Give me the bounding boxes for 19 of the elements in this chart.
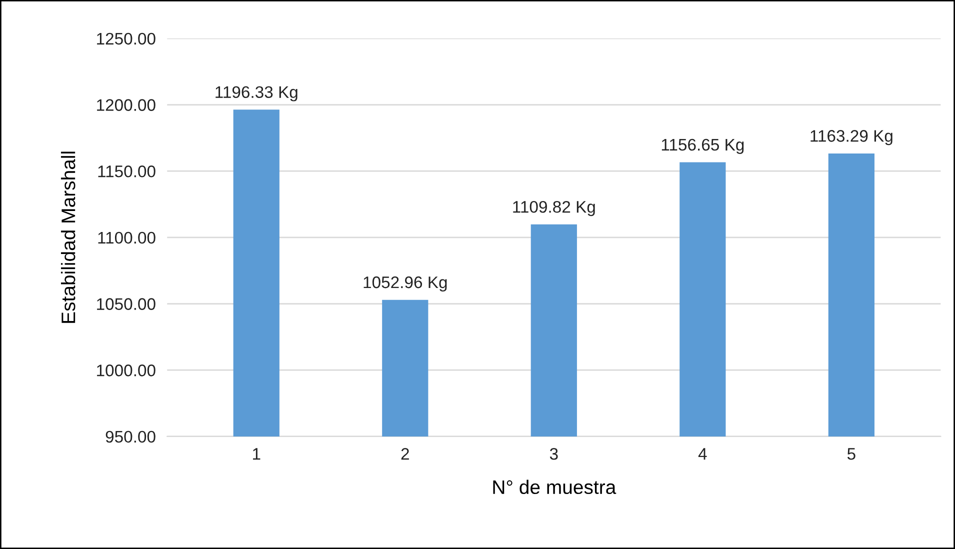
y-tick-label: 1150.00 xyxy=(98,166,156,178)
y-tick-label: 1250.00 xyxy=(97,32,156,45)
data-label: 1196.33 Kg xyxy=(216,86,298,102)
y-tick-label: 1000.00 xyxy=(97,364,156,376)
y-tick-label: 1200.00 xyxy=(97,99,156,111)
x-tick-label: 5 xyxy=(847,448,856,460)
data-label: 1163.29 Kg xyxy=(810,130,892,146)
y-tick-label: 1050.00 xyxy=(97,298,156,310)
data-label: 1052.96 Kg xyxy=(364,276,447,292)
x-tick-label: 2 xyxy=(401,448,409,460)
data-label: 1109.82 Kg xyxy=(513,200,595,216)
x-tick-label: 1 xyxy=(253,448,260,460)
x-tick-label: 4 xyxy=(698,448,707,460)
y-tick-label: 1100.00 xyxy=(98,232,156,244)
x-tick-label: 3 xyxy=(550,448,558,460)
y-axis-title: Estabilidad Marshall xyxy=(60,152,76,323)
data-label: 1156.65 Kg xyxy=(662,138,744,154)
x-axis-title: N° de muestra xyxy=(493,480,616,494)
y-tick-label: 950.00 xyxy=(106,430,156,443)
